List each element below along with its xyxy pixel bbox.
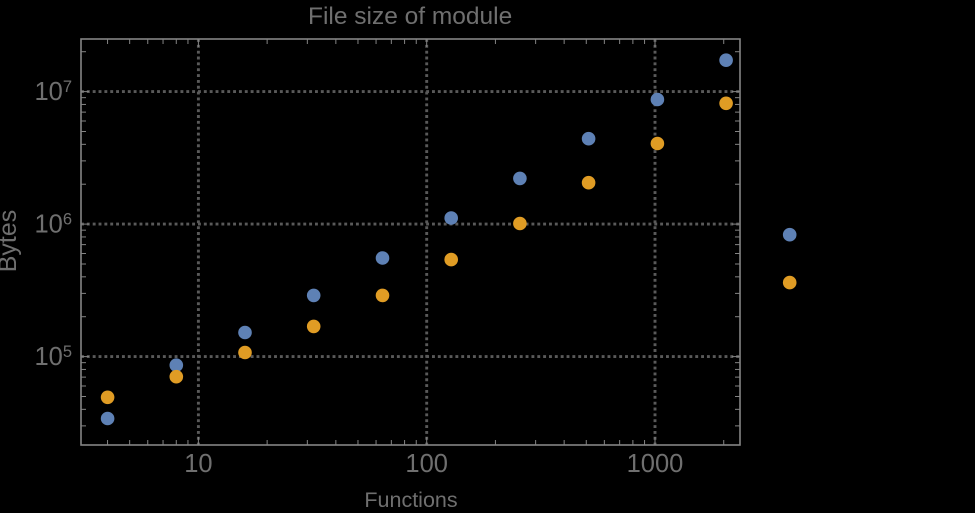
svg-text:1000: 1000: [627, 450, 684, 478]
svg-text:10: 10: [184, 450, 212, 478]
svg-text:Bytes: Bytes: [0, 210, 22, 273]
svg-text:100: 100: [405, 450, 448, 478]
svg-text:File size of module: File size of module: [308, 3, 512, 30]
svg-text:Functions: Functions: [364, 488, 457, 512]
